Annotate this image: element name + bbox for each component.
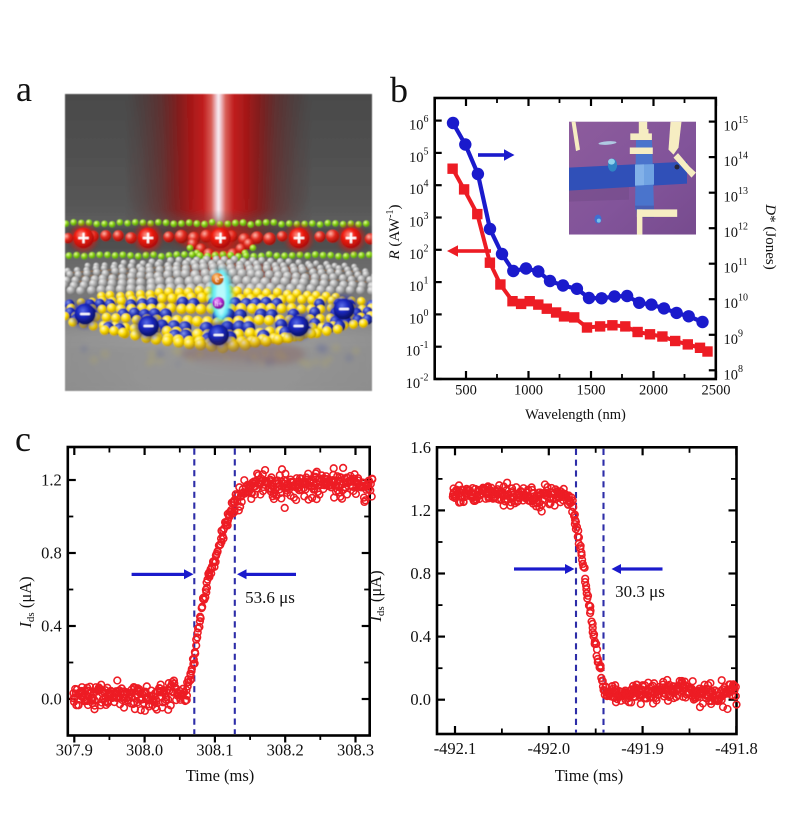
svg-text:0.0: 0.0 [410, 690, 431, 709]
svg-text:0.8: 0.8 [41, 544, 62, 563]
svg-text:-492.1: -492.1 [434, 739, 477, 758]
svg-text:308.2: 308.2 [267, 741, 304, 760]
svg-text:R (AW-1): R (AW-1) [385, 204, 403, 260]
svg-text:c: c [15, 419, 31, 459]
svg-text:2000: 2000 [639, 383, 668, 399]
svg-text:1.2: 1.2 [410, 501, 431, 520]
svg-text:1.6: 1.6 [410, 438, 431, 457]
svg-text:D* (Jones): D* (Jones) [762, 203, 778, 269]
svg-text:308.1: 308.1 [196, 741, 233, 760]
svg-text:Time (ms): Time (ms) [186, 766, 255, 785]
svg-text:0.4: 0.4 [410, 627, 431, 646]
svg-text:53.6 μs: 53.6 μs [245, 588, 295, 607]
svg-text:b: b [390, 70, 408, 110]
svg-text:0.8: 0.8 [410, 564, 431, 583]
svg-text:Time (ms): Time (ms) [555, 766, 624, 785]
svg-text:Ids (μA): Ids (μA) [16, 576, 37, 628]
svg-text:0.0: 0.0 [41, 690, 62, 709]
svg-text:-492.0: -492.0 [527, 739, 570, 758]
svg-text:308.0: 308.0 [126, 741, 163, 760]
svg-text:h+: h+ [215, 299, 223, 308]
svg-text:2500: 2500 [702, 383, 731, 399]
svg-text:-491.9: -491.9 [621, 739, 664, 758]
svg-text:a: a [16, 69, 32, 109]
svg-text:1500: 1500 [577, 383, 606, 399]
svg-text:0.4: 0.4 [41, 617, 62, 636]
svg-text:308.3: 308.3 [337, 741, 374, 760]
svg-text:1000: 1000 [514, 383, 543, 399]
svg-text:Wavelength (nm): Wavelength (nm) [525, 407, 626, 423]
svg-text:Ids (μA): Ids (μA) [366, 570, 387, 622]
svg-text:500: 500 [455, 383, 477, 399]
svg-text:-491.8: -491.8 [715, 739, 758, 758]
svg-text:1.2: 1.2 [41, 471, 62, 490]
svg-text:e: e [215, 274, 219, 284]
svg-text:307.9: 307.9 [56, 741, 93, 760]
svg-text:30.3 μs: 30.3 μs [615, 582, 665, 601]
